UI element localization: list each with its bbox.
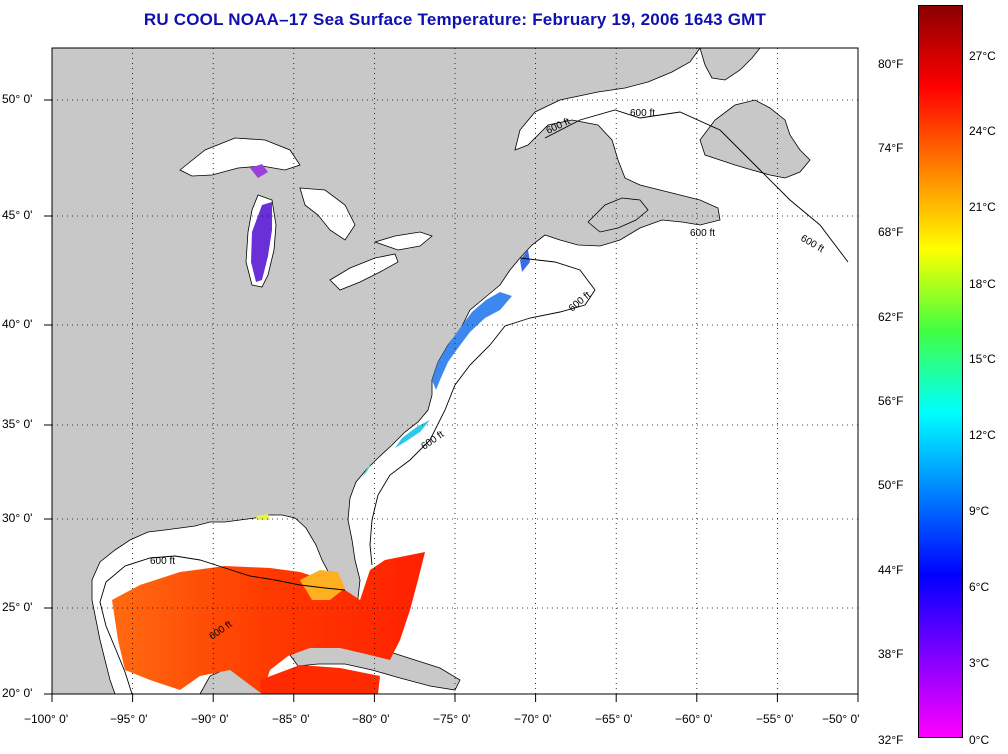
colorbar-c-label: 9°C [969,504,990,518]
lon-tick-label: −90° 0' [191,712,229,726]
colorbar-c-label: 21°C [969,200,996,214]
colorbar-f-label: 80°F [878,57,904,71]
isobath-gulf [99,555,346,695]
colorbar-f-label: 68°F [878,225,904,239]
colorbar-c-label: 3°C [969,656,990,670]
lake-erie [329,253,399,291]
isobath-atlantic [369,109,849,566]
colorbar-f-label: 74°F [878,141,904,155]
florida-strait-sst [260,665,380,694]
land-north-america [51,47,721,695]
colorbar-c-label: 0°C [969,733,990,747]
lon-tick-label: −65° 0' [595,712,633,726]
lon-tick-label: −50° 0' [822,712,860,726]
colorbar-f-label: 32°F [878,733,904,747]
lon-tick-label: −60° 0' [675,712,713,726]
map-title: RU COOL NOAA–17 Sea Surface Temperature:… [143,10,767,29]
lat-tick-label: 30° 0' [2,511,33,525]
land-labrador [699,47,761,81]
colorbar-f-label: 38°F [878,647,904,661]
lon-tick-label: −70° 0' [514,712,552,726]
coastal-sst-north [520,250,530,272]
colorbar-c-label: 24°C [969,124,996,138]
lake-ontario [373,231,433,251]
contour-label: 600 ft [630,108,655,119]
colorbar-c-label: 15°C [969,352,996,366]
lat-tick-label: 20° 0' [2,686,33,700]
gulf-warm-water [112,552,425,694]
temperature-colorbar [918,5,963,738]
lon-tick-label: −55° 0' [756,712,794,726]
gulf-coast-sst [255,514,270,520]
lon-tick-label: −100° 0' [24,712,69,726]
colorbar-c-label: 6°C [969,580,990,594]
lat-tick-label: 50° 0' [2,92,33,106]
lake-michigan-sst [251,202,272,282]
lon-tick-label: −75° 0' [433,712,471,726]
lon-tick-label: −85° 0' [272,712,310,726]
contour-label: 600 ft [690,228,715,239]
coastal-sst-carolina [395,420,430,448]
colorbar-c-label: 18°C [969,277,996,291]
colorbar-c-label: 27°C [969,49,996,63]
lon-tick-label: −95° 0' [110,712,148,726]
colorbar-c-label: 12°C [969,428,996,442]
contour-label: 600 ft [150,556,175,567]
coastal-sst-midatlantic [432,292,512,390]
colorbar-f-label: 62°F [878,310,904,324]
florida-shelf-sst [300,570,345,600]
lat-tick-label: 25° 0' [2,600,33,614]
colorbar-f-label: 44°F [878,563,904,577]
lat-tick-label: 40° 0' [2,317,33,331]
land-newfoundland [699,99,811,179]
lake-superior-sst [250,164,268,178]
land-nova-scotia [587,197,649,233]
lat-tick-label: 35° 0' [2,417,33,431]
lake-huron [299,187,356,241]
lat-tick-label: 45° 0' [2,208,33,222]
colorbar-f-label: 50°F [878,478,904,492]
axis-ticks [44,99,859,702]
colorbar-f-label: 56°F [878,394,904,408]
lake-superior [179,137,301,177]
lon-tick-label: −80° 0' [352,712,390,726]
coastal-sst-georgia [362,462,372,478]
